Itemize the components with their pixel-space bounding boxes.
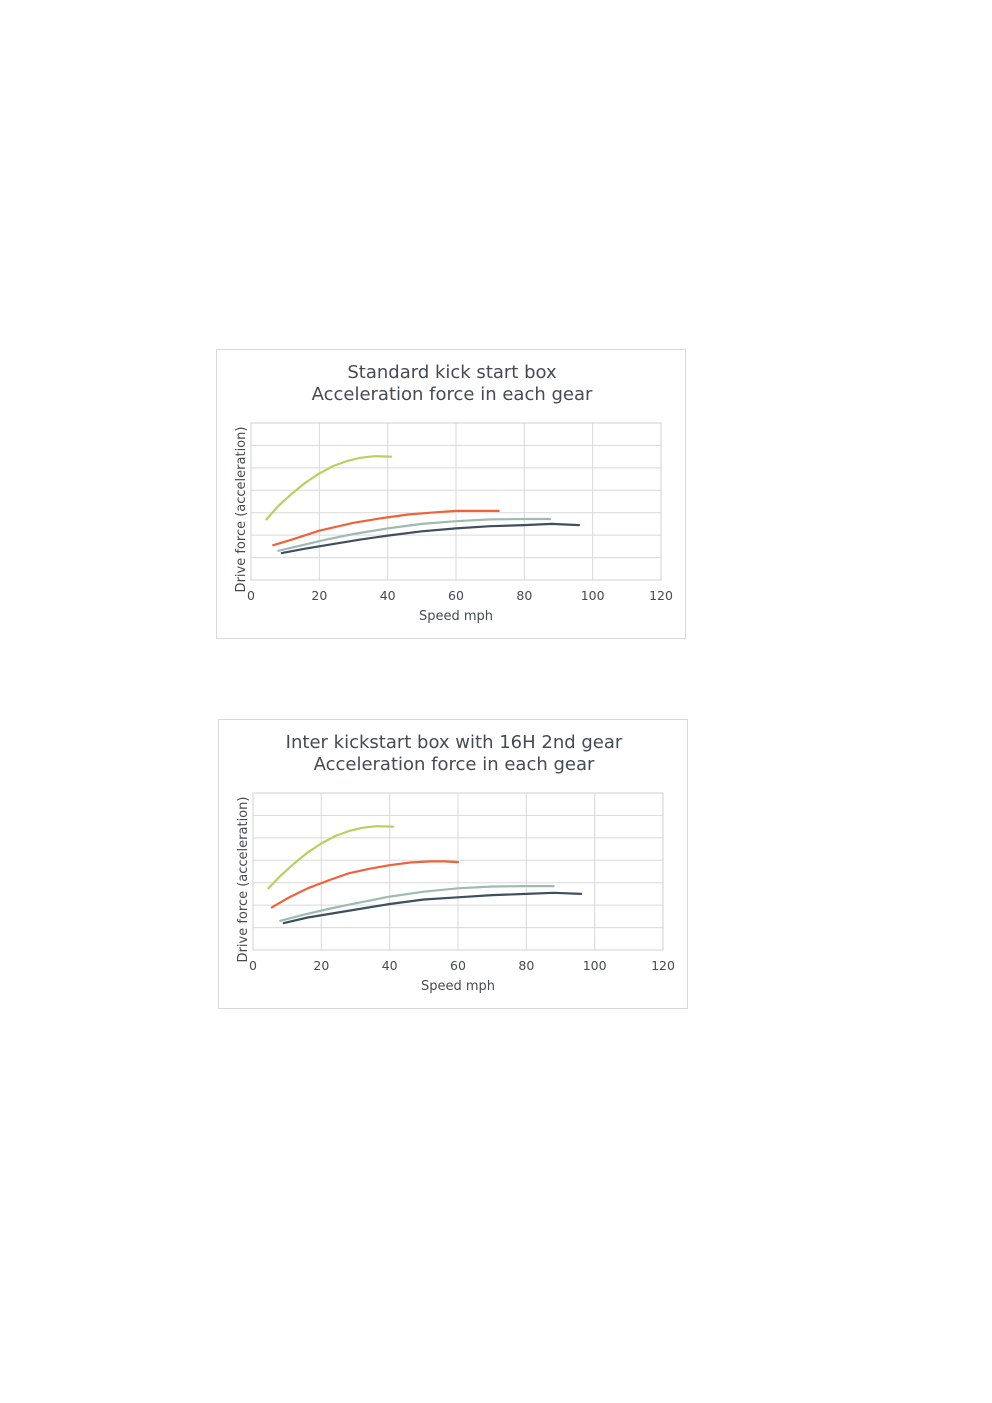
x-tick-label: 120 (649, 588, 673, 603)
series-line-3 (279, 885, 555, 922)
y-axis-label: Drive force (acceleration) (234, 427, 249, 593)
x-tick-label: 60 (448, 588, 464, 603)
chart-2-svg: Inter kickstart box with 16H 2nd gearAcc… (236, 732, 675, 994)
x-tick-label: 60 (450, 958, 466, 973)
chart-title: Standard kick start box (347, 362, 557, 383)
series-line-4 (280, 522, 581, 555)
grid (252, 792, 664, 951)
x-tick-label: 0 (247, 588, 255, 603)
series-line-3 (277, 517, 552, 552)
x-axis-label: Speed mph (421, 979, 495, 994)
chart-title: Inter kickstart box with 16H 2nd gear (286, 732, 623, 753)
x-tick-label: 40 (380, 588, 396, 603)
x-tick-label: 100 (583, 958, 607, 973)
grid (250, 422, 662, 581)
series-line-2 (270, 860, 460, 909)
chart-inter-kickstart-box: Inter kickstart box with 16H 2nd gear Acc… (218, 719, 688, 1009)
x-axis-label: Speed mph (419, 609, 493, 624)
y-axis-label: Drive force (acceleration) (236, 797, 251, 963)
series-line-4 (282, 891, 583, 925)
x-tick-label: 0 (249, 958, 257, 973)
x-tick-label: 20 (313, 958, 329, 973)
series-line-1 (267, 825, 395, 890)
series-line-1 (265, 455, 393, 521)
plot-area (252, 792, 664, 951)
series-line-2 (272, 509, 500, 547)
x-tick-label: 20 (311, 588, 327, 603)
chart-subtitle: Acceleration force in each gear (312, 384, 593, 405)
x-tick-label: 120 (651, 958, 675, 973)
x-tick-label: 40 (382, 958, 398, 973)
x-tick-label: 80 (516, 588, 532, 603)
chart-subtitle: Acceleration force in each gear (314, 754, 595, 775)
x-tick-label: 100 (581, 588, 605, 603)
plot-area (250, 422, 662, 581)
chart-standard-kick-start-box: Standard kick start box Acceleration forc… (216, 349, 686, 639)
x-tick-label: 80 (518, 958, 534, 973)
